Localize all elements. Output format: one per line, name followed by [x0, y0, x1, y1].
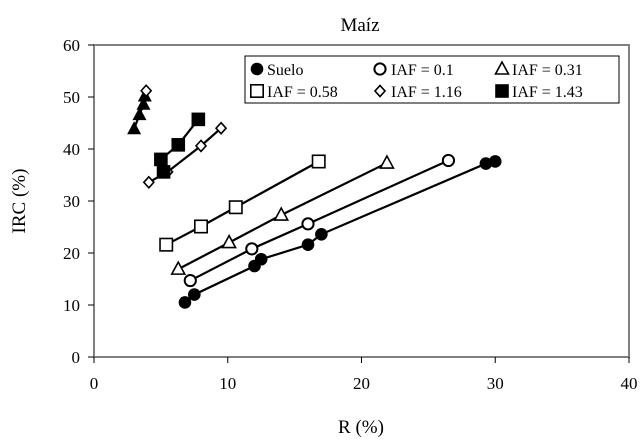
x-tick-label: 10: [219, 374, 236, 393]
series-0: [178, 155, 502, 309]
y-tick-label: 40: [63, 140, 80, 159]
data-point: [159, 237, 174, 252]
data-point: [127, 121, 142, 135]
data-point: [154, 152, 168, 167]
data-point: [245, 242, 259, 256]
legend-marker: [373, 84, 387, 98]
series-1: [183, 153, 456, 288]
series-7: [140, 84, 153, 98]
legend-marker: [494, 60, 510, 75]
data-point: [488, 155, 502, 168]
legend-label: Suelo: [267, 62, 303, 79]
legend-marker: [250, 84, 265, 99]
data-point: [178, 296, 192, 309]
x-tick-label: 0: [90, 374, 99, 393]
legend-label: IAF = 0.1: [391, 62, 454, 79]
series-3: [159, 154, 326, 252]
legend-label: IAF = 0.31: [512, 62, 583, 79]
series-line: [165, 160, 320, 246]
legend-label: IAF = 0.58: [267, 84, 338, 101]
data-point: [188, 288, 201, 301]
data-marks: [127, 84, 502, 309]
y-tick-label: 50: [63, 88, 80, 107]
data-point: [479, 157, 493, 170]
y-axis-label: IRC (%): [9, 169, 30, 234]
data-point: [311, 154, 326, 169]
data-point: [191, 112, 206, 127]
data-point: [140, 84, 153, 98]
legend-label: IAF = 1.16: [391, 84, 462, 101]
y-tick-label: 0: [72, 348, 81, 367]
data-point: [183, 273, 197, 288]
data-point: [214, 121, 228, 135]
series-line: [184, 160, 496, 304]
series-line: [177, 162, 388, 271]
legend-marker: [250, 62, 264, 76]
x-tick-label: 30: [487, 374, 504, 393]
legend-label: IAF = 1.43: [512, 84, 583, 101]
x-axis-label: R (%): [338, 417, 384, 438]
y-tick-label: 30: [63, 192, 80, 211]
chart-title: Maíz: [340, 15, 379, 36]
data-point: [254, 252, 268, 266]
legend-marker: [495, 84, 509, 98]
legend-box: [244, 55, 620, 104]
y-tick-label: 60: [63, 36, 80, 55]
data-point: [379, 154, 395, 169]
series-5: [154, 112, 206, 179]
data-point: [156, 165, 171, 179]
x-tick-label: 40: [621, 374, 638, 393]
data-point: [132, 107, 147, 121]
legend-marker: [373, 62, 387, 76]
data-point: [194, 139, 208, 153]
axes: 0 10 20 30 40 50 60 0 10 20 30 40: [63, 36, 638, 393]
data-point: [441, 153, 456, 168]
data-point: [171, 138, 186, 152]
data-point: [194, 219, 209, 234]
data-point: [170, 260, 187, 275]
data-point: [301, 217, 315, 231]
x-tick-label: 20: [353, 374, 370, 393]
data-point: [221, 233, 237, 249]
y-tick-label: 20: [63, 244, 80, 263]
data-point: [315, 227, 328, 241]
data-point: [301, 238, 315, 251]
series-line: [189, 159, 449, 282]
data-point: [136, 96, 151, 110]
data-point: [273, 206, 290, 221]
data-point: [228, 200, 243, 215]
y-tick-label: 10: [63, 296, 80, 315]
legend: Suelo IAF = 0.1 IAF = 0.31 IAF = 0.58 IAF = …: [244, 55, 620, 104]
data-point: [142, 175, 155, 189]
series-2: [170, 154, 395, 275]
